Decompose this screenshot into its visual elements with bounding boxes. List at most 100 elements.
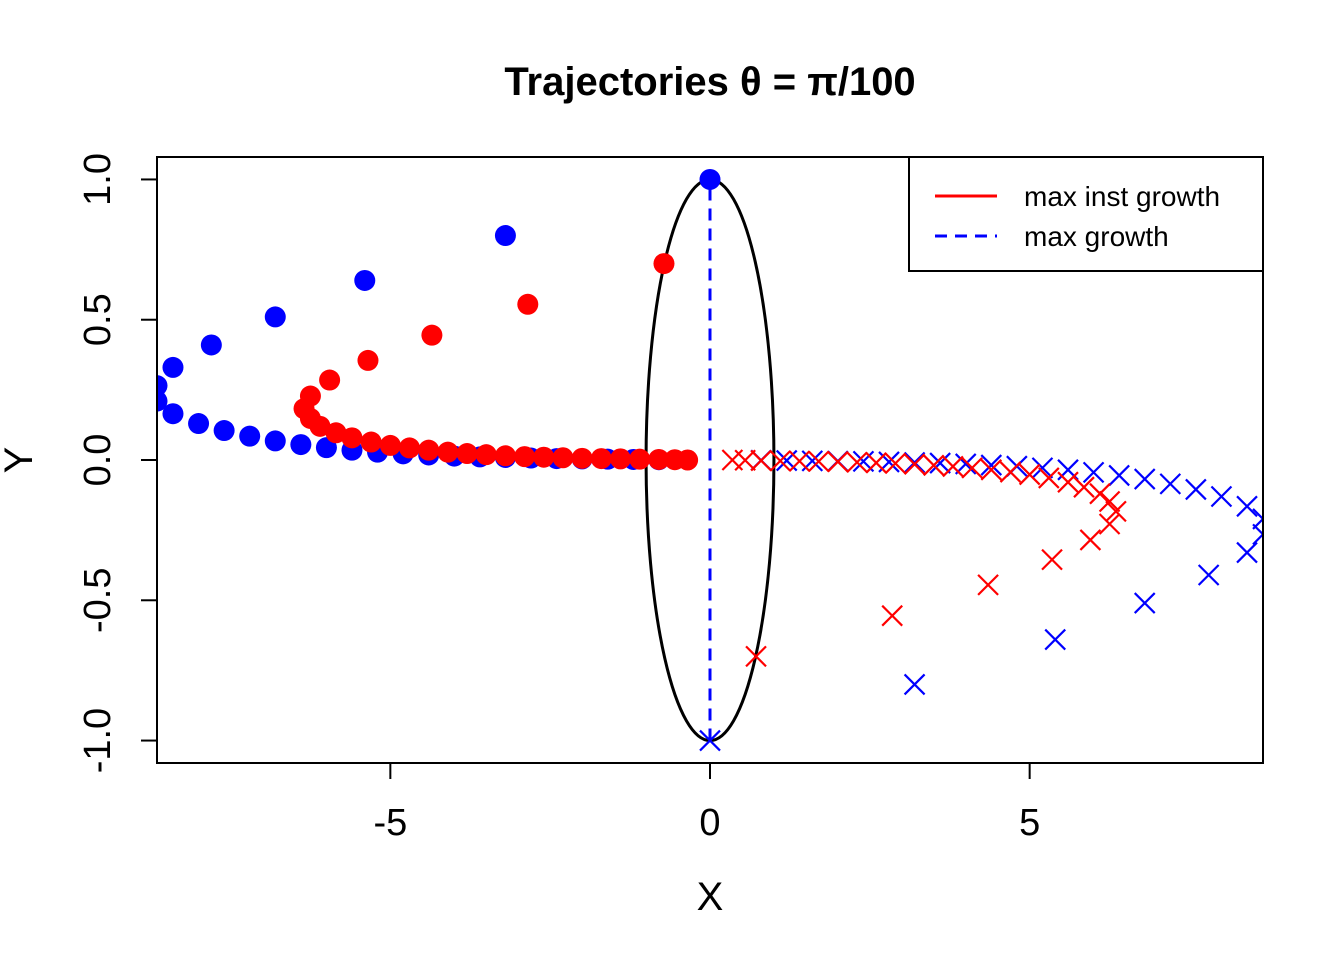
series-2-cross: [699, 449, 1263, 752]
data-point: [1108, 464, 1130, 487]
series-0-dot: [157, 168, 721, 471]
data-point: [1082, 461, 1105, 484]
legend-label-max-growth: max growth: [1024, 221, 1169, 252]
data-point: [827, 450, 849, 473]
data-point: [922, 454, 945, 477]
data-point: [961, 457, 983, 479]
legend-label-max-inst-growth: max inst growth: [1024, 181, 1220, 212]
data-point: [533, 446, 555, 468]
data-point: [162, 403, 184, 425]
y-tick-label: -0.5: [77, 568, 119, 633]
data-point: [162, 356, 184, 378]
data-point: [1041, 548, 1063, 571]
data-point: [200, 334, 222, 356]
data-point: [157, 390, 168, 412]
data-point: [1089, 482, 1111, 505]
data-point: [399, 437, 421, 459]
data-point: [1159, 473, 1182, 495]
data-point: [309, 415, 331, 437]
data-point: [421, 324, 443, 346]
data-point: [1236, 541, 1258, 564]
data-point: [1105, 500, 1127, 523]
chart-title: Trajectories θ = π/100: [504, 60, 915, 104]
data-point: [1252, 523, 1263, 546]
data-point: [807, 450, 830, 473]
series-1-dot: [293, 253, 699, 471]
data-point: [677, 449, 699, 471]
data-point: [494, 445, 516, 467]
data-point: [865, 452, 887, 474]
y-tick-label: 1.0: [77, 153, 119, 206]
data-point: [609, 448, 631, 470]
y-tick-label: -1.0: [77, 708, 119, 773]
plot-area: [157, 168, 1263, 752]
x-tick-label: -5: [373, 802, 407, 844]
data-point: [745, 645, 767, 668]
data-point: [552, 447, 574, 469]
data-point: [354, 269, 376, 291]
data-point: [1044, 628, 1067, 651]
data-point: [1079, 529, 1102, 551]
data-point: [188, 413, 210, 435]
data-point: [590, 448, 612, 470]
data-point: [648, 448, 670, 470]
data-point: [977, 574, 999, 596]
data-point: [999, 461, 1022, 483]
legend-box: [908, 156, 1264, 272]
data-point: [1098, 513, 1121, 535]
data-point: [903, 451, 926, 474]
data-point: [437, 441, 459, 463]
data-point: [1073, 476, 1095, 498]
data-point: [494, 225, 516, 247]
data-point: [929, 452, 951, 474]
data-point: [942, 455, 964, 478]
data-point: [571, 447, 593, 469]
data-point: [699, 729, 721, 752]
data-point: [884, 452, 907, 475]
data-point: [315, 437, 337, 459]
x-tick-label: 0: [699, 802, 720, 844]
data-point: [750, 449, 772, 472]
y-axis: -1.0 -0.5 0.0 0.5 1.0: [77, 153, 158, 773]
data-point: [418, 439, 440, 461]
data-point: [980, 454, 1003, 476]
x-axis-label: X: [697, 875, 724, 919]
data-point: [341, 427, 363, 449]
data-point: [325, 422, 347, 444]
data-point: [1038, 467, 1060, 489]
legend: max inst growth max growth: [908, 156, 1264, 272]
data-point: [157, 375, 168, 397]
data-point: [1197, 564, 1220, 586]
data-point: [903, 453, 926, 475]
y-tick-label: 0.0: [77, 434, 119, 487]
data-point: [1133, 468, 1156, 490]
data-point: [788, 450, 811, 472]
data-point: [517, 293, 539, 315]
data-point: [1133, 592, 1156, 614]
data-point: [456, 443, 478, 465]
data-point: [264, 430, 286, 452]
data-point: [1018, 463, 1041, 486]
data-point: [629, 448, 651, 470]
data-point: [1236, 495, 1258, 518]
x-tick-label: 5: [1019, 802, 1040, 844]
data-point: [699, 168, 721, 190]
data-point: [264, 306, 286, 328]
data-point: [213, 420, 235, 442]
data-point: [903, 673, 926, 696]
data-point: [1210, 485, 1233, 508]
data-point: [290, 434, 312, 456]
x-axis: -5 0 5: [373, 762, 1040, 844]
data-point: [475, 444, 497, 466]
data-point: [954, 453, 977, 475]
series-3-cross: [721, 449, 1127, 668]
data-point: [653, 253, 675, 275]
data-point: [769, 450, 792, 472]
data-point: [1031, 457, 1054, 479]
data-point: [1098, 490, 1121, 513]
data-point: [239, 425, 261, 447]
data-point: [1057, 471, 1079, 493]
data-point: [360, 431, 382, 453]
data-point: [319, 369, 341, 391]
data-point: [846, 451, 868, 474]
